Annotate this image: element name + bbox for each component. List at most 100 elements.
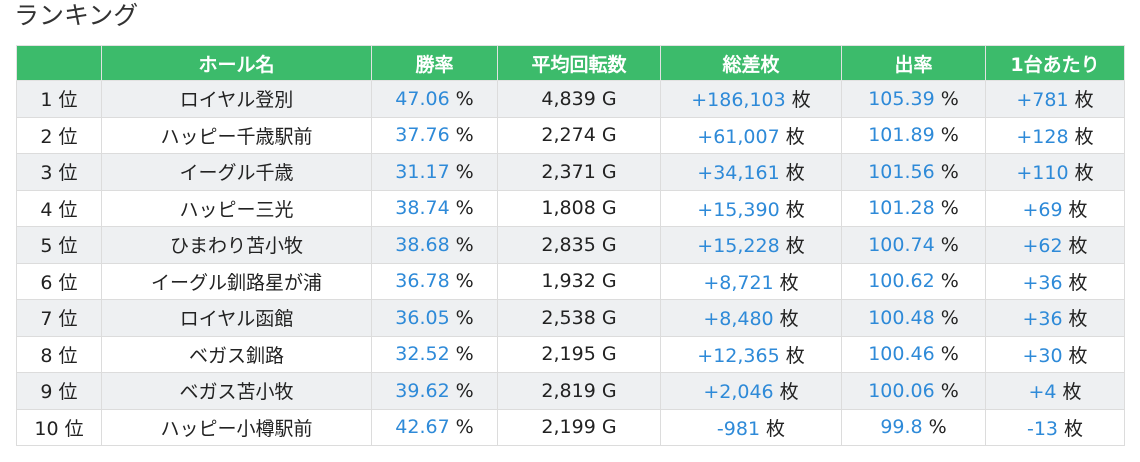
cell-unit: % <box>455 379 474 402</box>
cell-value: 42.67 <box>395 416 450 439</box>
cell-unit: % <box>455 87 474 110</box>
table-cell: 101.56% <box>841 153 986 191</box>
table-row: 7 位ロイヤル函館 36.05% 2,538 G +8,480 枚 100.48% +36 枚 <box>16 299 1125 337</box>
table-row: 9 位ベガス苫小牧 39.62% 2,819 G +2,046 枚 100.06% +4 枚 <box>16 372 1125 410</box>
table-cell: 101.89% <box>841 116 986 154</box>
table-cell: ベガス釧路 <box>101 335 372 373</box>
cell-value: 38.68 <box>395 233 450 256</box>
cell-value: +8,721 <box>703 271 774 294</box>
column-header: ホール名 <box>101 45 372 81</box>
table-row: 3 位イーグル千歳 31.17% 2,371 G +34,161 枚 101.56% +11… <box>16 153 1125 191</box>
column-header: 勝率 <box>371 45 498 81</box>
table-cell: +781 枚 <box>985 80 1125 118</box>
cell-value: 31.17 <box>395 160 450 183</box>
table-cell: 36.05% <box>371 299 498 337</box>
table-cell: 7 位 <box>16 299 102 337</box>
cell-unit: 枚 <box>779 308 799 331</box>
cell-unit: % <box>455 416 474 439</box>
table-row: 10 位ハッピー小樽駅前 42.67% 2,199 G -981 枚 99.8% -13 枚 <box>16 408 1125 446</box>
column-header: 平均回転数 <box>497 45 661 81</box>
table-cell: 42.67% <box>371 408 498 446</box>
cell-unit: % <box>940 343 959 366</box>
table-cell: イーグル釧路星が浦 <box>101 262 372 300</box>
table-cell: 2,195 G <box>497 335 661 373</box>
cell-value: 101.56 <box>868 160 935 183</box>
column-header <box>16 45 102 81</box>
column-header: 出率 <box>841 45 986 81</box>
cell-unit: % <box>940 124 959 147</box>
cell-unit: % <box>940 306 959 329</box>
table-cell: イーグル千歳 <box>101 153 372 191</box>
table-cell: 2,538 G <box>497 299 661 337</box>
cell-value: +30 <box>1022 344 1063 367</box>
table-cell: +186,103 枚 <box>660 80 842 118</box>
table-cell: 38.74% <box>371 189 498 227</box>
table-row: 2 位ハッピー千歳駅前 37.76% 2,274 G +61,007 枚 101.89% +… <box>16 116 1125 154</box>
cell-value: 36.05 <box>395 306 450 329</box>
cell-unit: % <box>455 160 474 183</box>
table-cell: ハッピー小樽駅前 <box>101 408 372 446</box>
cell-unit: 枚 <box>1074 125 1094 148</box>
table-cell: +15,390 枚 <box>660 189 842 227</box>
table-cell: +12,365 枚 <box>660 335 842 373</box>
cell-value: 38.74 <box>395 197 450 220</box>
cell-value: 100.46 <box>868 343 935 366</box>
table-cell: 2,371 G <box>497 153 661 191</box>
table-row: 1 位ロイヤル登別 47.06% 4,839 G +186,103 枚 105.39% +7… <box>16 80 1125 118</box>
cell-value: 37.76 <box>395 124 450 147</box>
page-title: ランキング <box>14 1 139 30</box>
cell-unit: % <box>928 416 947 439</box>
cell-value: 101.28 <box>868 197 935 220</box>
table-cell: 100.06% <box>841 372 986 410</box>
cell-unit: % <box>940 379 959 402</box>
cell-value: +34,161 <box>697 162 780 185</box>
cell-unit: 枚 <box>779 271 799 294</box>
table-cell: 1 位 <box>16 80 102 118</box>
table-cell: 8 位 <box>16 335 102 373</box>
table-cell: ベガス苫小牧 <box>101 372 372 410</box>
cell-value: +186,103 <box>691 89 786 112</box>
cell-unit: 枚 <box>785 344 805 367</box>
cell-unit: 枚 <box>1068 235 1088 258</box>
cell-value: -981 <box>716 417 761 440</box>
table-cell: 101.28% <box>841 189 986 227</box>
table-cell: 100.46% <box>841 335 986 373</box>
cell-value: 100.06 <box>868 379 935 402</box>
table-cell: 100.74% <box>841 226 986 264</box>
table-row: 8 位ベガス釧路 32.52% 2,195 G +12,365 枚 100.46% +30 枚 <box>16 335 1125 373</box>
table-cell: 31.17% <box>371 153 498 191</box>
cell-value: 32.52 <box>395 343 450 366</box>
cell-value: +15,390 <box>697 198 780 221</box>
cell-value: +61,007 <box>697 125 780 148</box>
table-cell: +128 枚 <box>985 116 1125 154</box>
table-cell: 10 位 <box>16 408 102 446</box>
table-cell: +61,007 枚 <box>660 116 842 154</box>
cell-unit: 枚 <box>1064 417 1084 440</box>
table-cell: 4 位 <box>16 189 102 227</box>
table-cell: 47.06% <box>371 80 498 118</box>
cell-unit: % <box>940 270 959 293</box>
cell-unit: % <box>940 87 959 110</box>
table-cell: 5 位 <box>16 226 102 264</box>
table-cell: 9 位 <box>16 372 102 410</box>
cell-value: +781 <box>1016 89 1069 112</box>
table-row: 5 位ひまわり苫小牧 38.68% 2,835 G +15,228 枚 100.74% +6… <box>16 226 1125 264</box>
table-cell: ハッピー千歳駅前 <box>101 116 372 154</box>
table-cell: +4 枚 <box>985 372 1125 410</box>
cell-value: 105.39 <box>868 87 935 110</box>
cell-unit: 枚 <box>1068 344 1088 367</box>
cell-unit: % <box>455 270 474 293</box>
table-cell: ロイヤル登別 <box>101 80 372 118</box>
cell-unit: % <box>455 233 474 256</box>
table-cell: 37.76% <box>371 116 498 154</box>
table-cell: 1,932 G <box>497 262 661 300</box>
cell-value: +36 <box>1022 271 1063 294</box>
cell-value: 100.62 <box>868 270 935 293</box>
table-cell: +15,228 枚 <box>660 226 842 264</box>
table-cell: +62 枚 <box>985 226 1125 264</box>
cell-value: +69 <box>1022 198 1063 221</box>
table-cell: 2 位 <box>16 116 102 154</box>
cell-unit: % <box>455 343 474 366</box>
table-cell: +2,046 枚 <box>660 372 842 410</box>
table-body: 1 位ロイヤル登別 47.06% 4,839 G +186,103 枚 105.39% +7… <box>16 80 1125 446</box>
